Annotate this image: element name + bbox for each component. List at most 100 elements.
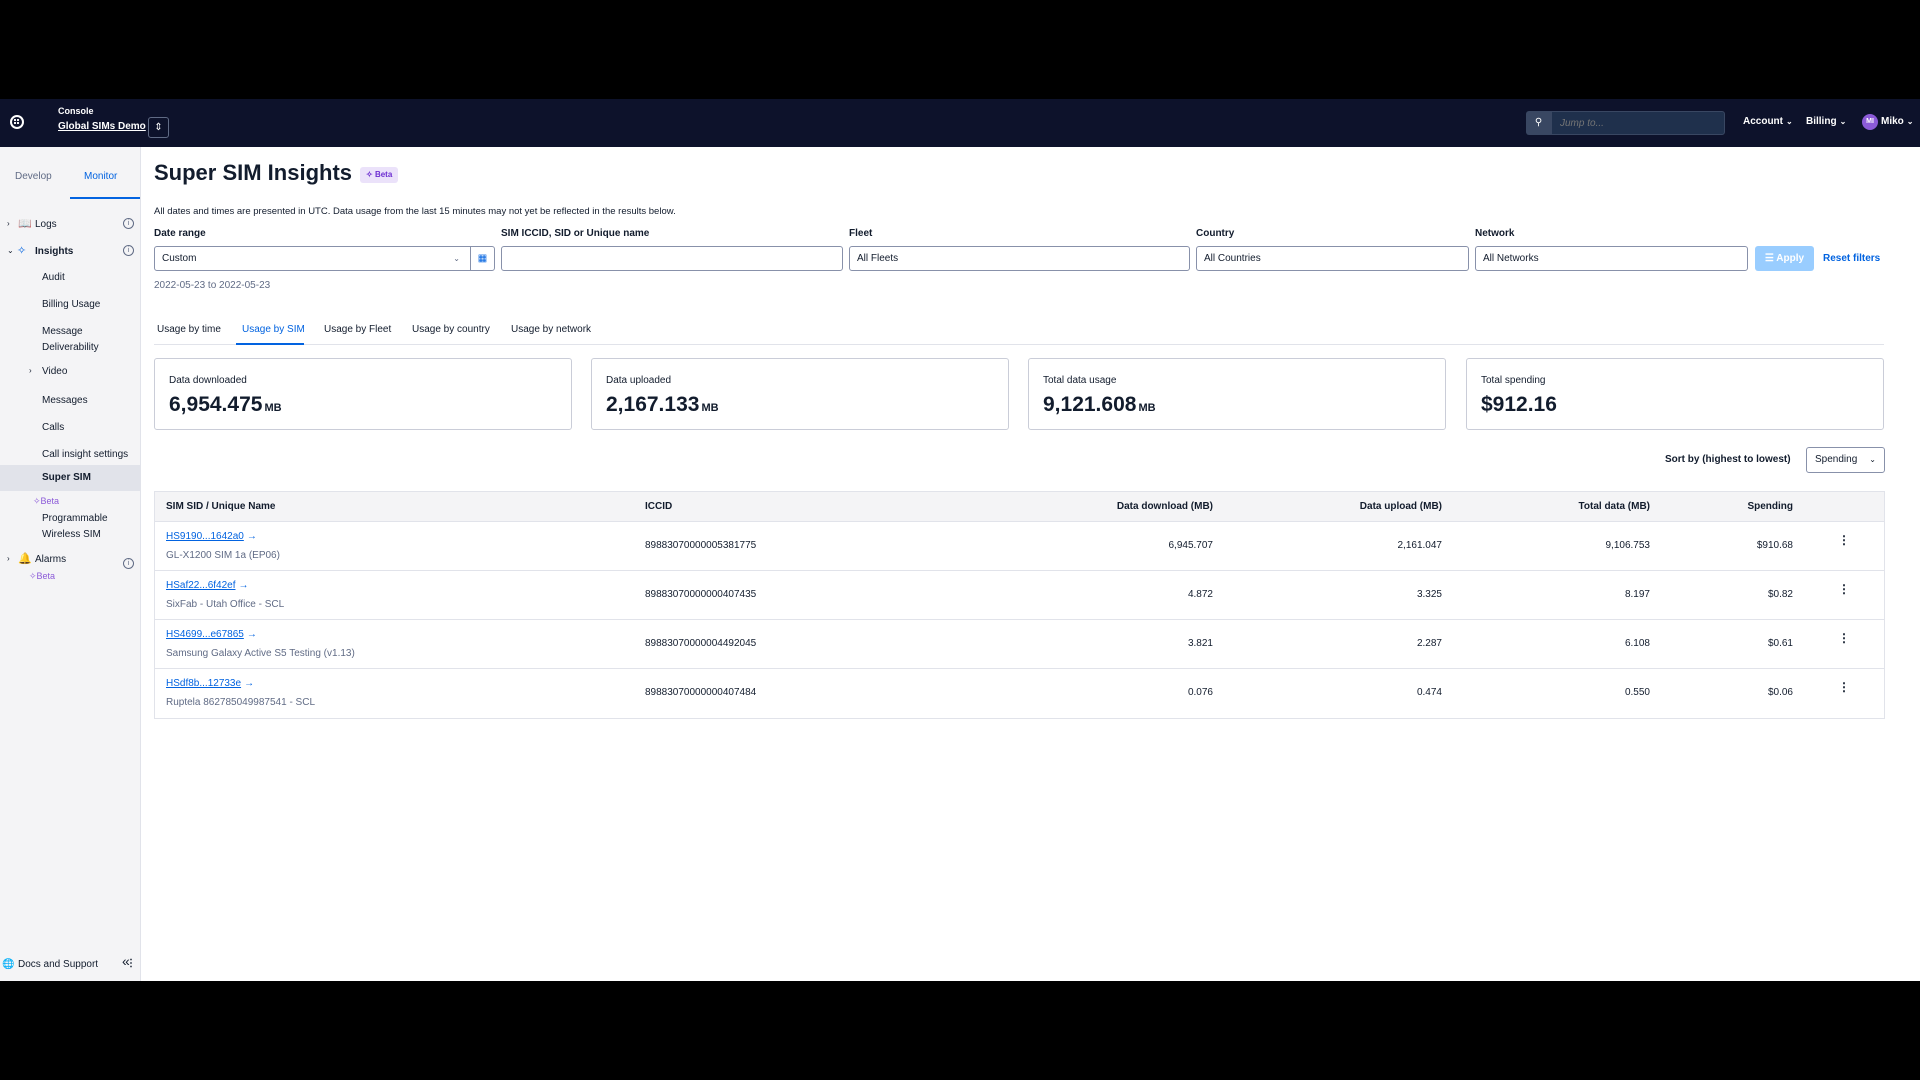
sidebar: Develop Monitor › 📖 Logs i ⌄ ✧ Insights …: [0, 147, 141, 981]
info-icon[interactable]: i: [123, 245, 134, 256]
row-menu-icon[interactable]: ⋮: [1838, 533, 1850, 547]
chevron-right-icon[interactable]: ›: [29, 366, 32, 375]
total-spending-label: Total spending: [1481, 375, 1546, 386]
tab-usage-by-network[interactable]: Usage by network: [511, 324, 592, 335]
download-cell: 6,945.707: [1168, 540, 1214, 551]
usage-table: SIM SID / Unique Name ICCID Data downloa…: [154, 491, 1885, 719]
sidebar-item-audit[interactable]: Audit: [42, 272, 65, 283]
country-field[interactable]: All Countries: [1196, 246, 1469, 271]
sort-select[interactable]: Spending ⌄: [1806, 447, 1885, 473]
user-name: Miko: [1881, 116, 1904, 127]
column-header-sid[interactable]: SIM SID / Unique Name: [166, 501, 276, 512]
sidebar-item-programmable-wireless-line2[interactable]: Wireless SIM: [42, 529, 101, 540]
sim-filter-input[interactable]: [509, 247, 835, 270]
sidebar-item-calls[interactable]: Calls: [42, 422, 65, 433]
sidebar-item-alarms[interactable]: Alarms: [35, 554, 67, 565]
search-icon[interactable]: ⚲: [1526, 111, 1551, 135]
download-cell: 4.872: [1187, 589, 1213, 600]
sim-sid-link[interactable]: HSdf8b...12733e →: [166, 678, 254, 689]
table-row: HSaf22...6f42ef → SixFab - Utah Office - …: [155, 571, 1884, 620]
chevron-down-icon: ⌄: [1839, 117, 1847, 126]
network-value: All Networks: [1483, 253, 1539, 264]
jump-to-search-input[interactable]: [1551, 111, 1725, 135]
bell-icon: 🔔: [18, 553, 32, 565]
account-menu[interactable]: Account ⌄: [1743, 116, 1793, 127]
collapse-sidebar-icon[interactable]: «: [122, 953, 130, 969]
row-menu-icon[interactable]: ⋮: [1838, 680, 1850, 694]
sim-sid[interactable]: HSdf8b...12733e: [166, 678, 242, 689]
sim-sid-link[interactable]: HS4699...e67865 →: [166, 629, 257, 640]
account-switcher-icon[interactable]: ⇕: [148, 117, 169, 138]
tab-usage-by-sim[interactable]: Usage by SIM: [242, 324, 305, 335]
spending-cell: $910.68: [1756, 540, 1793, 551]
fleet-value: All Fleets: [857, 253, 899, 264]
info-icon[interactable]: i: [123, 218, 134, 229]
total-spending-value: $912.16: [1481, 393, 1557, 416]
total-data-usage-number: 9,121.608: [1043, 393, 1137, 416]
filter-icon: ☰: [1764, 253, 1777, 264]
sidebar-item-programmable-wireless[interactable]: Programmable: [42, 513, 108, 524]
page-description: All dates and times are presented in UTC…: [154, 206, 676, 217]
avatar[interactable]: MI: [1862, 114, 1878, 130]
arrow-right-icon: →: [244, 678, 255, 689]
tab-usage-by-country[interactable]: Usage by country: [412, 324, 490, 335]
row-menu-icon[interactable]: ⋮: [1838, 631, 1850, 645]
sim-sid[interactable]: HSaf22...6f42ef: [166, 580, 236, 591]
tab-develop[interactable]: Develop: [15, 171, 52, 182]
beta-badge: ✧Beta: [29, 571, 55, 582]
sort-value: Spending: [1815, 454, 1858, 465]
sim-sid[interactable]: HS9190...1642a0: [166, 531, 244, 542]
data-uploaded-value: 2,167.133 MB: [606, 393, 719, 417]
column-header-iccid[interactable]: ICCID: [645, 501, 673, 512]
account-name-link[interactable]: Global SIMs Demo: [58, 121, 146, 132]
sidebar-item-billing-usage[interactable]: Billing Usage: [42, 299, 101, 310]
user-menu[interactable]: Miko ⌄: [1881, 116, 1913, 127]
sidebar-item-video[interactable]: Video: [42, 366, 68, 377]
chevron-right-icon[interactable]: ›: [7, 219, 10, 228]
chevron-down-icon: ⌄: [1906, 117, 1914, 126]
chevron-down-icon[interactable]: ⌄: [7, 246, 14, 255]
date-range-select[interactable]: Custom ⌄ ▦: [154, 246, 495, 271]
sim-sid[interactable]: HS4699...e67865: [166, 629, 244, 640]
iccid-cell: 89883070000004492045: [645, 638, 757, 649]
data-downloaded-number: 6,954.475: [169, 393, 263, 416]
kebab-menu-icon[interactable]: ⋮: [126, 958, 136, 969]
country-value: All Countries: [1204, 253, 1261, 264]
sparkle-icon: ✧: [33, 496, 41, 506]
chevron-right-icon[interactable]: ›: [7, 554, 10, 563]
sidebar-item-super-sim[interactable]: Super SIM: [42, 472, 91, 483]
beta-label: Beta: [36, 571, 56, 581]
sidebar-item-insights[interactable]: Insights: [35, 246, 74, 257]
tab-usage-by-time[interactable]: Usage by time: [157, 324, 221, 335]
sidebar-item-logs[interactable]: Logs: [35, 219, 57, 230]
sidebar-item-messages[interactable]: Messages: [42, 395, 88, 406]
apply-button[interactable]: ☰ Apply: [1755, 246, 1814, 271]
billing-menu[interactable]: Billing ⌄: [1806, 116, 1846, 127]
reset-filters-link[interactable]: Reset filters: [1823, 253, 1881, 264]
download-cell: 3.821: [1187, 638, 1213, 649]
fleet-field[interactable]: All Fleets: [849, 246, 1190, 271]
arrow-right-icon: →: [238, 580, 249, 591]
column-header-spending[interactable]: Spending: [1747, 501, 1793, 512]
country-label: Country: [1196, 228, 1235, 239]
sidebar-item-call-insight-settings[interactable]: Call insight settings: [42, 449, 129, 460]
column-header-upload[interactable]: Data upload (MB): [1359, 501, 1442, 512]
sim-sid-link[interactable]: HSaf22...6f42ef →: [166, 580, 249, 591]
sim-sid-link[interactable]: HS9190...1642a0 →: [166, 531, 257, 542]
info-icon[interactable]: i: [123, 558, 134, 569]
twilio-logo-icon[interactable]: [10, 115, 24, 129]
data-uploaded-number: 2,167.133: [606, 393, 700, 416]
sidebar-item-message-deliverability[interactable]: Message: [42, 326, 83, 337]
column-header-download[interactable]: Data download (MB): [1116, 501, 1213, 512]
tab-monitor[interactable]: Monitor: [84, 171, 118, 182]
sim-filter-field[interactable]: [501, 246, 843, 271]
sim-unique-name: Ruptela 862785049987541 - SCL: [166, 697, 316, 708]
network-field[interactable]: All Networks: [1475, 246, 1748, 271]
tab-usage-by-fleet[interactable]: Usage by Fleet: [324, 324, 392, 335]
row-menu-icon[interactable]: ⋮: [1838, 582, 1850, 596]
column-header-total[interactable]: Total data (MB): [1578, 501, 1650, 512]
calendar-icon[interactable]: ▦: [470, 247, 494, 270]
upload-cell: 2.287: [1416, 638, 1442, 649]
sim-unique-name: GL-X1200 SIM 1a (EP06): [166, 550, 280, 561]
sidebar-item-message-deliverability-line2[interactable]: Deliverability: [42, 342, 99, 353]
